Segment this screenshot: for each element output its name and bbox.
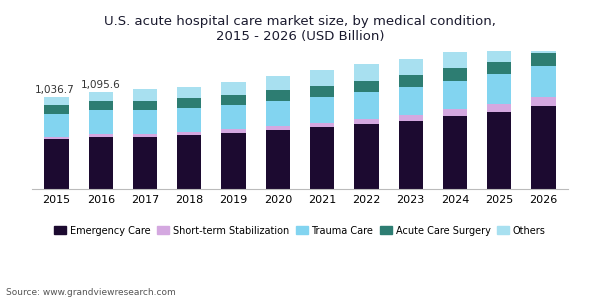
Bar xyxy=(133,134,157,136)
Bar xyxy=(133,89,157,101)
Bar xyxy=(89,110,113,134)
Title: U.S. acute hospital care market size, by medical condition,
2015 - 2026 (USD Bil: U.S. acute hospital care market size, by… xyxy=(104,15,496,43)
Bar xyxy=(532,38,556,53)
Bar xyxy=(133,110,157,134)
Bar xyxy=(266,126,290,130)
Bar xyxy=(532,106,556,189)
Bar xyxy=(133,101,157,110)
Bar xyxy=(443,52,467,68)
Bar xyxy=(443,68,467,80)
Bar xyxy=(532,53,556,66)
Bar xyxy=(532,97,556,106)
Bar xyxy=(89,134,113,136)
Bar xyxy=(398,87,423,115)
Bar xyxy=(310,70,334,86)
Bar xyxy=(354,64,379,81)
Bar xyxy=(177,87,202,98)
Bar xyxy=(221,133,246,189)
Bar xyxy=(133,136,157,189)
Bar xyxy=(487,74,511,104)
Legend: Emergency Care, Short-term Stabilization, Trauma Care, Acute Care Surgery, Other: Emergency Care, Short-term Stabilization… xyxy=(50,222,550,239)
Bar xyxy=(44,114,68,136)
Bar xyxy=(266,90,290,100)
Bar xyxy=(44,97,68,105)
Bar xyxy=(266,100,290,126)
Bar xyxy=(398,75,423,87)
Bar xyxy=(44,105,68,114)
Bar xyxy=(398,121,423,189)
Bar xyxy=(266,130,290,189)
Bar xyxy=(177,98,202,108)
Text: 1,095.6: 1,095.6 xyxy=(81,80,121,90)
Bar xyxy=(532,66,556,97)
Bar xyxy=(221,104,246,129)
Bar xyxy=(487,112,511,189)
Bar xyxy=(487,61,511,74)
Bar xyxy=(89,136,113,189)
Bar xyxy=(177,135,202,189)
Bar xyxy=(354,124,379,189)
Text: 1,036.7: 1,036.7 xyxy=(34,85,74,95)
Bar xyxy=(354,92,379,119)
Bar xyxy=(310,86,334,97)
Bar xyxy=(177,132,202,135)
Bar xyxy=(177,108,202,132)
Bar xyxy=(398,59,423,75)
Bar xyxy=(354,119,379,124)
Bar xyxy=(487,104,511,112)
Bar xyxy=(221,82,246,95)
Bar xyxy=(487,46,511,62)
Bar xyxy=(443,80,467,110)
Text: Source: www.grandviewresearch.com: Source: www.grandviewresearch.com xyxy=(6,288,176,297)
Bar xyxy=(310,123,334,127)
Bar xyxy=(310,97,334,123)
Bar xyxy=(44,136,68,139)
Bar xyxy=(443,110,467,116)
Bar xyxy=(89,92,113,101)
Bar xyxy=(89,101,113,110)
Bar xyxy=(44,139,68,189)
Bar xyxy=(310,127,334,189)
Bar xyxy=(354,81,379,92)
Bar xyxy=(398,115,423,121)
Bar xyxy=(266,76,290,90)
Bar xyxy=(443,116,467,189)
Bar xyxy=(221,129,246,133)
Bar xyxy=(221,95,246,104)
